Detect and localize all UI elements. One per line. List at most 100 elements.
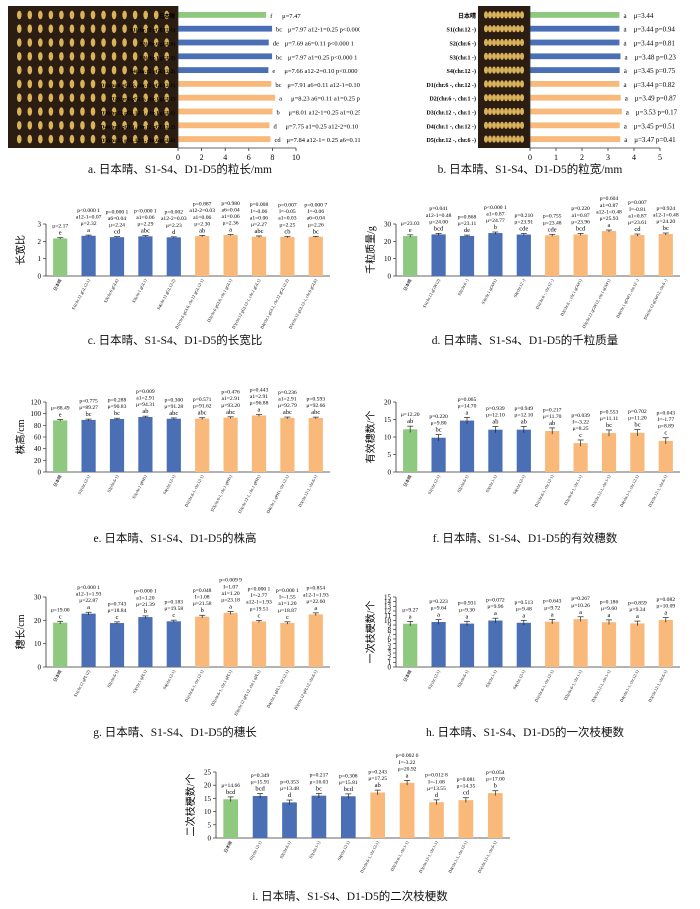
stat-label: p=0.048 — [193, 588, 212, 594]
stat-label: μ=14.66 — [221, 783, 240, 789]
stat-label: μ=93.20 — [221, 403, 240, 409]
bar — [53, 622, 68, 667]
significance-letter: d — [273, 123, 277, 130]
stat-label: p=0.743 — [108, 601, 127, 607]
stat-label: μ=7.69 a6=0.11 p<0.000 1 — [285, 41, 354, 48]
significance-letter: c — [59, 613, 62, 620]
stat-label: μ=8.25 — [573, 426, 589, 432]
bar — [178, 25, 273, 32]
grain-seed — [90, 93, 96, 102]
grain-seed — [69, 38, 75, 47]
stat-label: a1=1.20 — [278, 601, 296, 607]
grain-seed — [38, 24, 43, 33]
stat-label: p=0.854 — [307, 586, 326, 592]
significance-letter: ab — [199, 227, 205, 234]
y-tick-label: 30 — [384, 221, 392, 229]
y-tick-label: 1 — [38, 255, 42, 263]
category-label: S4(chr.12 gGL12-2) — [130, 68, 175, 75]
y-tick-label: 0 — [38, 273, 42, 281]
grain-seed — [512, 25, 516, 33]
grain-seed — [59, 134, 64, 144]
grain-seed — [488, 94, 492, 102]
y-tick-label: 10 — [384, 617, 392, 625]
stat-label: p=0.288 — [108, 398, 127, 404]
significance-letter: abc — [169, 410, 178, 417]
grain-seed — [38, 10, 43, 20]
significance-letter: a — [229, 604, 232, 611]
grain-seed — [504, 135, 508, 143]
grain-seed — [488, 52, 492, 60]
significance-letter: bcd — [226, 789, 236, 796]
grain-seed — [27, 24, 33, 33]
bar — [223, 417, 238, 472]
x-tick-label: 6 — [247, 153, 251, 160]
significance-letter: ab — [549, 420, 555, 427]
significance-letter: a — [551, 611, 554, 618]
category-label: D1(chr.6-1, chr.12-1) — [533, 474, 555, 509]
stat-label: a6=0.04 — [221, 207, 239, 213]
grain-seed — [143, 121, 148, 130]
bar — [178, 12, 267, 18]
grain-seed — [512, 135, 516, 143]
y-tick-label: 13 — [384, 603, 392, 611]
stat-label: a1=2.91 — [136, 396, 154, 402]
category-label: D1(chr.6-1, chr.12-1) — [183, 474, 205, 509]
stat-label: I=-0.81 — [629, 207, 646, 213]
grain-seed — [496, 11, 500, 19]
plant-height-chart: 020406080100120株高/cmeμ=88.49日本晴bcμ=89.27… — [14, 387, 330, 515]
significance-letter: a — [623, 12, 627, 20]
stat-label: μ=14.70 — [458, 403, 477, 409]
stat-label: p=0.353 — [280, 779, 299, 785]
significance-letter: cd — [634, 226, 641, 233]
bar — [530, 108, 622, 115]
stat-label: μ=96.88 — [250, 401, 269, 407]
x-tick-label: 3 — [606, 153, 610, 160]
category-label: 日本晴 — [458, 12, 476, 20]
stat-label: p<0.000 1 — [77, 585, 100, 591]
grain-seed — [488, 25, 492, 33]
y-tick-label: 15 — [384, 594, 392, 602]
grain-seed — [90, 52, 96, 61]
grain-seed — [16, 121, 22, 130]
stat-label: μ=7.84 a12-1= 0.25 a6=0.11 I=-0.18 p=0.0… — [287, 137, 360, 144]
grain-seed — [508, 80, 512, 88]
grain-seed — [492, 135, 496, 143]
grain-seed — [484, 94, 488, 102]
grain-seed — [90, 38, 96, 47]
stat-label: a1=0.06 — [250, 215, 268, 221]
significance-letter: e — [59, 412, 62, 419]
significance-letter: a — [229, 227, 232, 234]
grain-seed — [520, 25, 524, 33]
grain-seed — [132, 93, 138, 102]
y-tick-label: 0 — [38, 664, 42, 672]
stat-label: p=0.887 — [193, 202, 212, 208]
category-label: S3(chr.1-1) — [484, 669, 498, 689]
significance-letter: bc — [114, 410, 120, 417]
stat-label: μ=3.49 p=0.87 — [635, 95, 677, 103]
grain-seed — [520, 135, 524, 143]
stat-label: μ=3.53 p=0.17 — [636, 109, 678, 117]
stat-label: μ=12.10 — [514, 413, 533, 419]
y-tick-label: 20 — [34, 617, 42, 625]
bar — [251, 621, 267, 667]
grain-seed — [492, 66, 496, 74]
bar — [431, 622, 446, 667]
significance-letter: a — [624, 53, 628, 61]
y-axis-label: 千粒质量/g — [364, 226, 377, 274]
bar — [223, 799, 239, 838]
category-label: D1(chr.6-1, chr.12-1) — [533, 669, 555, 704]
grain-seed — [143, 24, 148, 33]
y-tick-label: 6 — [388, 636, 392, 644]
significance-letter: a — [608, 222, 611, 229]
grain-seed — [16, 65, 22, 75]
grain-seed — [80, 121, 85, 130]
grain-seed — [488, 80, 492, 88]
category-label: D2(chr.6-1, chr.1-1) — [563, 669, 584, 702]
bar — [488, 429, 503, 472]
bar — [138, 416, 153, 472]
grain-seed — [164, 79, 170, 89]
stat-label: a12-1=0.07 — [76, 214, 102, 220]
stat-label: μ=12.10 — [486, 413, 505, 419]
stat-label: μ=9.48 — [516, 606, 532, 612]
grain-seed — [101, 10, 106, 20]
